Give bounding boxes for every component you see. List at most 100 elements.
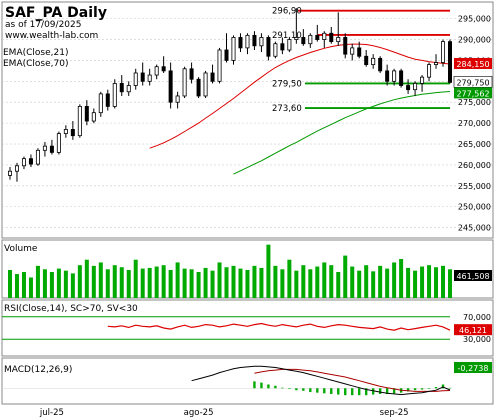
x-tick-label: jul-25 <box>39 408 64 418</box>
volume-bar <box>28 277 33 298</box>
volume-bar <box>140 268 145 298</box>
x-tick-label: sep-25 <box>380 408 409 418</box>
volume-bars <box>8 244 452 298</box>
macd-histogram-bar <box>351 388 354 396</box>
volume-last-label: 461,508 <box>454 270 492 281</box>
volume-bar <box>252 265 257 298</box>
candle-up <box>308 34 313 45</box>
volume-bar <box>392 262 397 298</box>
candle-up <box>231 37 236 61</box>
volume-bar <box>63 270 68 298</box>
rsi-last-text: 46,121 <box>459 326 487 335</box>
macd-histogram-bar <box>441 384 445 389</box>
volume-bar <box>91 265 96 298</box>
candle-down <box>252 34 257 47</box>
volume-bar <box>329 265 334 298</box>
candle-down <box>140 72 145 82</box>
candle-up <box>182 68 187 97</box>
candle-down <box>224 49 229 61</box>
candle-up <box>175 95 180 103</box>
macd-histogram-bar <box>274 385 277 389</box>
candle-up <box>21 158 26 167</box>
candle-up <box>287 39 292 51</box>
candle-down <box>49 145 54 153</box>
volume-bar <box>231 265 236 298</box>
candle-up <box>91 112 96 122</box>
volume-last-box <box>454 270 492 281</box>
macd-histogram-bar <box>316 388 319 393</box>
candle-up <box>35 149 40 165</box>
volume-bar <box>56 268 61 298</box>
volume-bar <box>70 273 75 298</box>
candle-down <box>385 70 390 82</box>
candle-up <box>322 32 327 40</box>
candle-down <box>357 47 362 57</box>
macd-histogram-bar <box>385 388 389 394</box>
rsi-tick-label: 70,000 <box>463 313 491 322</box>
macd-histogram-bar <box>330 388 333 394</box>
last-value-text: 284,150 <box>456 60 489 69</box>
volume-bar <box>350 266 355 298</box>
volume-bar <box>189 269 194 298</box>
x-tick-label: ago-25 <box>184 408 214 418</box>
volume-bar <box>441 265 446 298</box>
volume-bar <box>287 259 292 298</box>
macd-last-box <box>454 362 492 373</box>
volume-bar <box>238 268 243 298</box>
candle-up <box>350 47 355 55</box>
candle-down <box>329 32 334 43</box>
volume-bar <box>357 270 362 298</box>
price-tick-label: 270,000 <box>458 119 491 128</box>
volume-bar <box>105 269 110 298</box>
volume-bar <box>420 266 425 298</box>
candle-up <box>392 70 397 82</box>
volume-bar <box>21 272 26 298</box>
candle-down <box>210 72 215 82</box>
price-tick-label: 260,000 <box>458 161 491 170</box>
volume-bar <box>322 262 327 298</box>
volume-title: Volume <box>4 244 38 254</box>
rsi-pane <box>1 299 494 357</box>
volume-last-text: 461,508 <box>456 272 489 281</box>
rsi-path <box>107 322 451 331</box>
price-tick-label: 245,000 <box>458 224 491 233</box>
candle-up <box>42 145 47 151</box>
candle-up <box>147 74 152 82</box>
candle-down <box>28 158 33 165</box>
candle-down <box>280 43 285 51</box>
candle-down <box>378 57 383 72</box>
volume-bar <box>35 265 40 298</box>
candle-up <box>7 170 12 176</box>
macd-histogram-bar <box>323 388 326 394</box>
candle-up <box>259 37 264 47</box>
candle-up <box>77 106 82 137</box>
volume-bar <box>266 244 271 298</box>
macd-panel-content: -0,2738 <box>2 362 492 396</box>
volume-bar <box>245 269 250 298</box>
candle-up <box>217 49 222 82</box>
macd-histogram-bar <box>344 388 347 396</box>
candle-up <box>154 66 159 76</box>
candle-up <box>203 72 208 97</box>
price-tick-label: 290,000 <box>458 36 491 45</box>
volume-bar <box>308 269 313 298</box>
macd-histogram-bar <box>392 388 396 394</box>
volume-bar <box>343 255 348 298</box>
macd-last-text: -0,2738 <box>458 364 489 373</box>
candle-down <box>196 78 201 97</box>
rsi-last-box <box>454 324 492 336</box>
ema21-line <box>149 43 451 149</box>
ema21-legend: EMA(Close,21) <box>3 48 68 58</box>
candle-down <box>406 85 411 91</box>
volume-bar <box>84 259 89 298</box>
candle-down <box>119 83 124 93</box>
macd-histogram-bar <box>420 388 424 390</box>
volume-bar <box>182 268 187 298</box>
candle-up <box>413 83 418 91</box>
macd-histogram-bar <box>371 388 375 395</box>
last-value-labels: 284,150 279,750 277,562 <box>453 57 493 99</box>
chart-title: SAF_PA Daily <box>5 5 107 21</box>
candle-up <box>273 43 278 57</box>
